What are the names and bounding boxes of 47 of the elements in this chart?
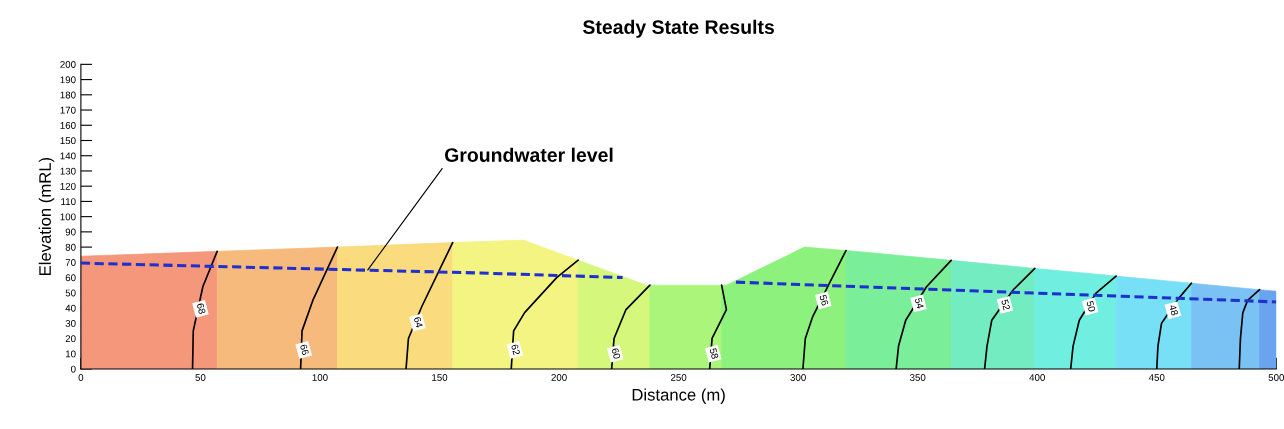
text: 58 xyxy=(709,347,719,360)
text: 52 xyxy=(1001,299,1011,311)
x-tick-label: 450 xyxy=(1148,374,1165,381)
y-tick-label: 40 xyxy=(65,304,76,312)
y-tick-label: 50 xyxy=(65,289,76,297)
x-tick-label: 500 xyxy=(1268,374,1284,381)
x-tick-label: 350 xyxy=(909,374,926,381)
text: 68 xyxy=(196,302,206,315)
annotation: Groundwater level xyxy=(444,147,613,162)
x-tick-label: 100 xyxy=(312,374,328,381)
y-tick-label: 20 xyxy=(65,335,76,343)
text: 60 xyxy=(611,347,621,360)
y-tick-label: 150 xyxy=(60,137,76,145)
x-tick-label: 200 xyxy=(551,374,567,381)
x-tick-label: 150 xyxy=(432,374,448,381)
text: 62 xyxy=(511,344,521,356)
y-tick-label: 140 xyxy=(60,152,76,160)
text: 64 xyxy=(413,316,423,329)
x-axis-title: Distance (m) xyxy=(632,388,725,404)
y-tick-label: 100 xyxy=(60,213,76,221)
text: 50 xyxy=(1086,300,1096,313)
text: 66 xyxy=(299,344,310,356)
y-tick-label: 10 xyxy=(65,350,76,358)
x-tick-label: 400 xyxy=(1029,374,1045,381)
y-tick-label: 180 xyxy=(60,91,76,99)
y-tick-label: 160 xyxy=(60,122,76,129)
chart-title: Steady State Results xyxy=(582,19,774,38)
y-tick-label: 170 xyxy=(60,106,76,114)
text: 48 xyxy=(1169,304,1179,316)
y-tick-label: 70 xyxy=(65,259,76,266)
y-tick-label: 120 xyxy=(60,182,76,190)
y-tick-label: 60 xyxy=(65,274,76,282)
x-tick-label: 250 xyxy=(670,374,687,381)
y-tick-label: 190 xyxy=(60,76,76,84)
x-tick-label: 50 xyxy=(195,374,206,381)
text: 56 xyxy=(819,294,829,306)
y-axis-title: Elevation (mRL) xyxy=(38,157,55,276)
y-tick-label: 130 xyxy=(60,167,76,175)
y-tick-label: 110 xyxy=(61,198,76,206)
y-tick-label: 90 xyxy=(65,228,76,236)
y-tick-label: 200 xyxy=(60,61,76,68)
text: 54 xyxy=(914,297,924,310)
y-tick-label: 0 xyxy=(71,365,76,373)
y-tick-label: 30 xyxy=(65,319,76,327)
x-tick-label: 300 xyxy=(790,374,806,381)
y-tick-label: 80 xyxy=(65,243,76,251)
x-tick-label: 0 xyxy=(78,374,84,381)
